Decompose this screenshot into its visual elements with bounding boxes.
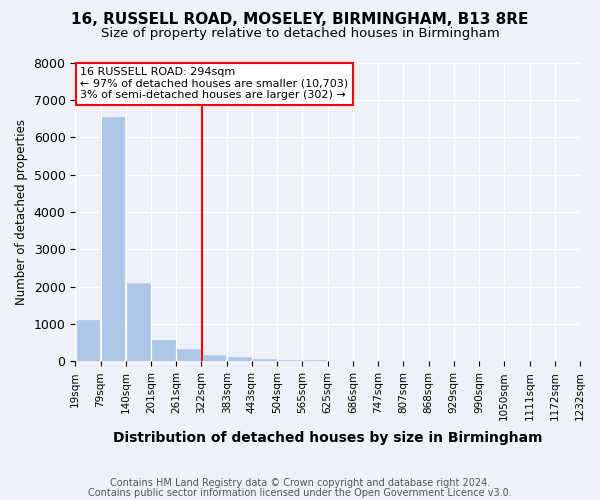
Bar xyxy=(178,350,200,362)
Bar xyxy=(304,360,326,362)
Y-axis label: Number of detached properties: Number of detached properties xyxy=(15,119,28,305)
Bar xyxy=(203,355,226,362)
Bar xyxy=(102,116,124,362)
Bar xyxy=(278,360,301,362)
Bar xyxy=(329,360,352,362)
Bar xyxy=(253,359,276,362)
Bar xyxy=(77,320,99,362)
Text: 16, RUSSELL ROAD, MOSELEY, BIRMINGHAM, B13 8RE: 16, RUSSELL ROAD, MOSELEY, BIRMINGHAM, B… xyxy=(71,12,529,28)
Text: Contains public sector information licensed under the Open Government Licence v3: Contains public sector information licen… xyxy=(88,488,512,498)
Bar xyxy=(127,283,150,362)
Text: 16 RUSSELL ROAD: 294sqm
← 97% of detached houses are smaller (10,703)
3% of semi: 16 RUSSELL ROAD: 294sqm ← 97% of detache… xyxy=(80,67,349,100)
Text: Size of property relative to detached houses in Birmingham: Size of property relative to detached ho… xyxy=(101,28,499,40)
Text: Contains HM Land Registry data © Crown copyright and database right 2024.: Contains HM Land Registry data © Crown c… xyxy=(110,478,490,488)
Bar xyxy=(152,340,175,361)
Bar xyxy=(228,358,251,362)
X-axis label: Distribution of detached houses by size in Birmingham: Distribution of detached houses by size … xyxy=(113,431,542,445)
